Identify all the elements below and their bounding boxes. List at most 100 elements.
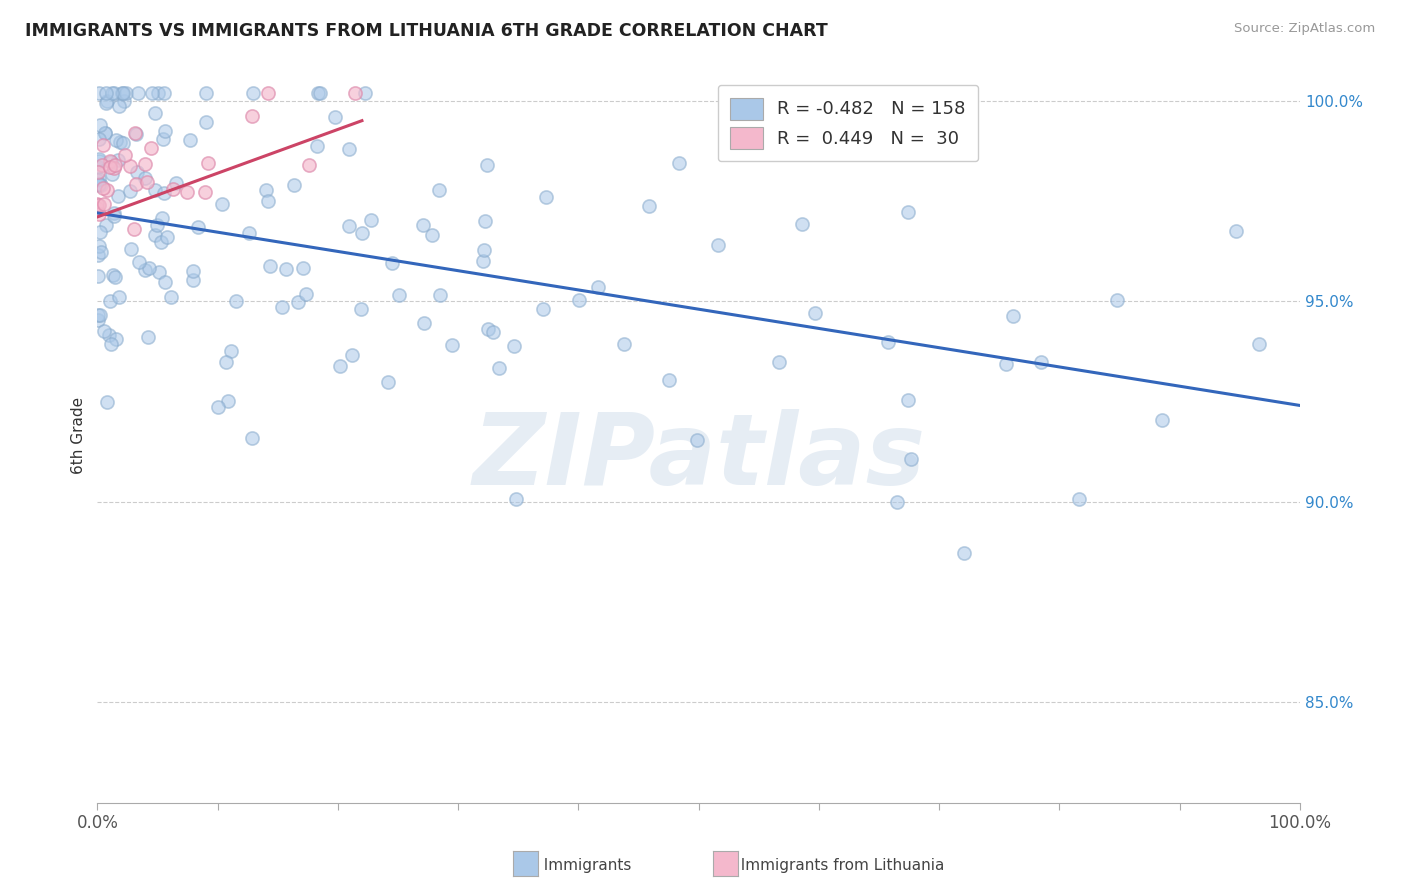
Point [350, 301, 373, 316]
Point [100, 154, 122, 169]
Point [115, 86, 138, 100]
Point [156, 230, 179, 244]
Point [707, 237, 730, 252]
Point [427, 183, 450, 197]
Point [162, 182, 184, 196]
Point [481, 326, 503, 340]
Point [995, 357, 1018, 371]
Point [98, 160, 121, 174]
Point [114, 94, 136, 108]
Point [134, 171, 156, 186]
Point [165, 176, 187, 190]
Point [270, 301, 292, 315]
Point [120, 242, 142, 256]
Point [96, 395, 118, 409]
Point [98, 293, 121, 308]
Point [339, 219, 361, 234]
Point [112, 86, 135, 100]
Point [381, 256, 404, 270]
Text: ZIPatlas: ZIPatlas [472, 409, 925, 506]
Point [98, 153, 121, 168]
Point [897, 392, 920, 407]
Point [257, 87, 280, 101]
Point [194, 186, 217, 200]
Point [108, 99, 131, 113]
Point [135, 175, 157, 189]
Point [329, 359, 352, 373]
Point [613, 337, 636, 351]
Text: Source: ZipAtlas.com: Source: ZipAtlas.com [1234, 22, 1375, 36]
Text: Immigrants from Lithuania: Immigrants from Lithuania [731, 858, 945, 872]
Point [89, 308, 111, 322]
Point [124, 222, 146, 236]
Point [1152, 413, 1174, 427]
Point [360, 213, 382, 227]
Point [295, 287, 318, 301]
Point [219, 343, 242, 358]
Point [197, 156, 219, 170]
Point [124, 126, 146, 140]
Point [93, 196, 115, 211]
Point [897, 204, 920, 219]
Point [194, 86, 217, 100]
Point [305, 138, 328, 153]
Point [111, 136, 134, 150]
Point [150, 211, 173, 226]
Point [287, 295, 309, 310]
Point [148, 264, 170, 278]
Point [505, 491, 527, 506]
Point [87, 178, 110, 193]
Point [103, 86, 125, 100]
Point [488, 361, 510, 376]
Point [87, 172, 110, 186]
Point [534, 190, 557, 204]
Point [412, 219, 434, 233]
Point [94, 219, 117, 233]
Point [86, 197, 108, 211]
Point [101, 86, 124, 100]
Point [91, 138, 114, 153]
Point [211, 197, 233, 211]
Point [152, 132, 174, 146]
Point [1105, 293, 1128, 307]
Point [104, 157, 127, 171]
Point [89, 225, 111, 239]
Point [91, 180, 114, 194]
Point [804, 306, 827, 320]
Point [638, 199, 661, 213]
Point [107, 189, 129, 203]
Point [194, 114, 217, 128]
Point [89, 153, 111, 168]
Point [440, 338, 463, 352]
Point [86, 202, 108, 216]
Point [475, 158, 498, 172]
Point [685, 433, 707, 447]
Point [350, 226, 373, 240]
Point [134, 157, 156, 171]
Point [292, 260, 315, 275]
Point [86, 165, 108, 179]
Point [337, 142, 360, 156]
Point [103, 209, 125, 223]
Text: Immigrants: Immigrants [534, 858, 631, 872]
Point [179, 133, 201, 147]
Point [183, 264, 205, 278]
Point [323, 110, 346, 124]
Point [240, 109, 263, 123]
Point [790, 217, 813, 231]
Point [94, 86, 117, 100]
Point [89, 118, 111, 132]
Point [568, 293, 591, 307]
Point [1001, 309, 1024, 323]
Point [127, 86, 149, 100]
Point [110, 136, 132, 150]
Point [340, 348, 363, 362]
Point [90, 245, 112, 260]
Point [308, 86, 330, 100]
Point [242, 86, 264, 100]
Point [97, 328, 120, 343]
Point [105, 133, 128, 147]
Point [145, 219, 167, 233]
Point [283, 178, 305, 193]
Point [207, 400, 229, 414]
